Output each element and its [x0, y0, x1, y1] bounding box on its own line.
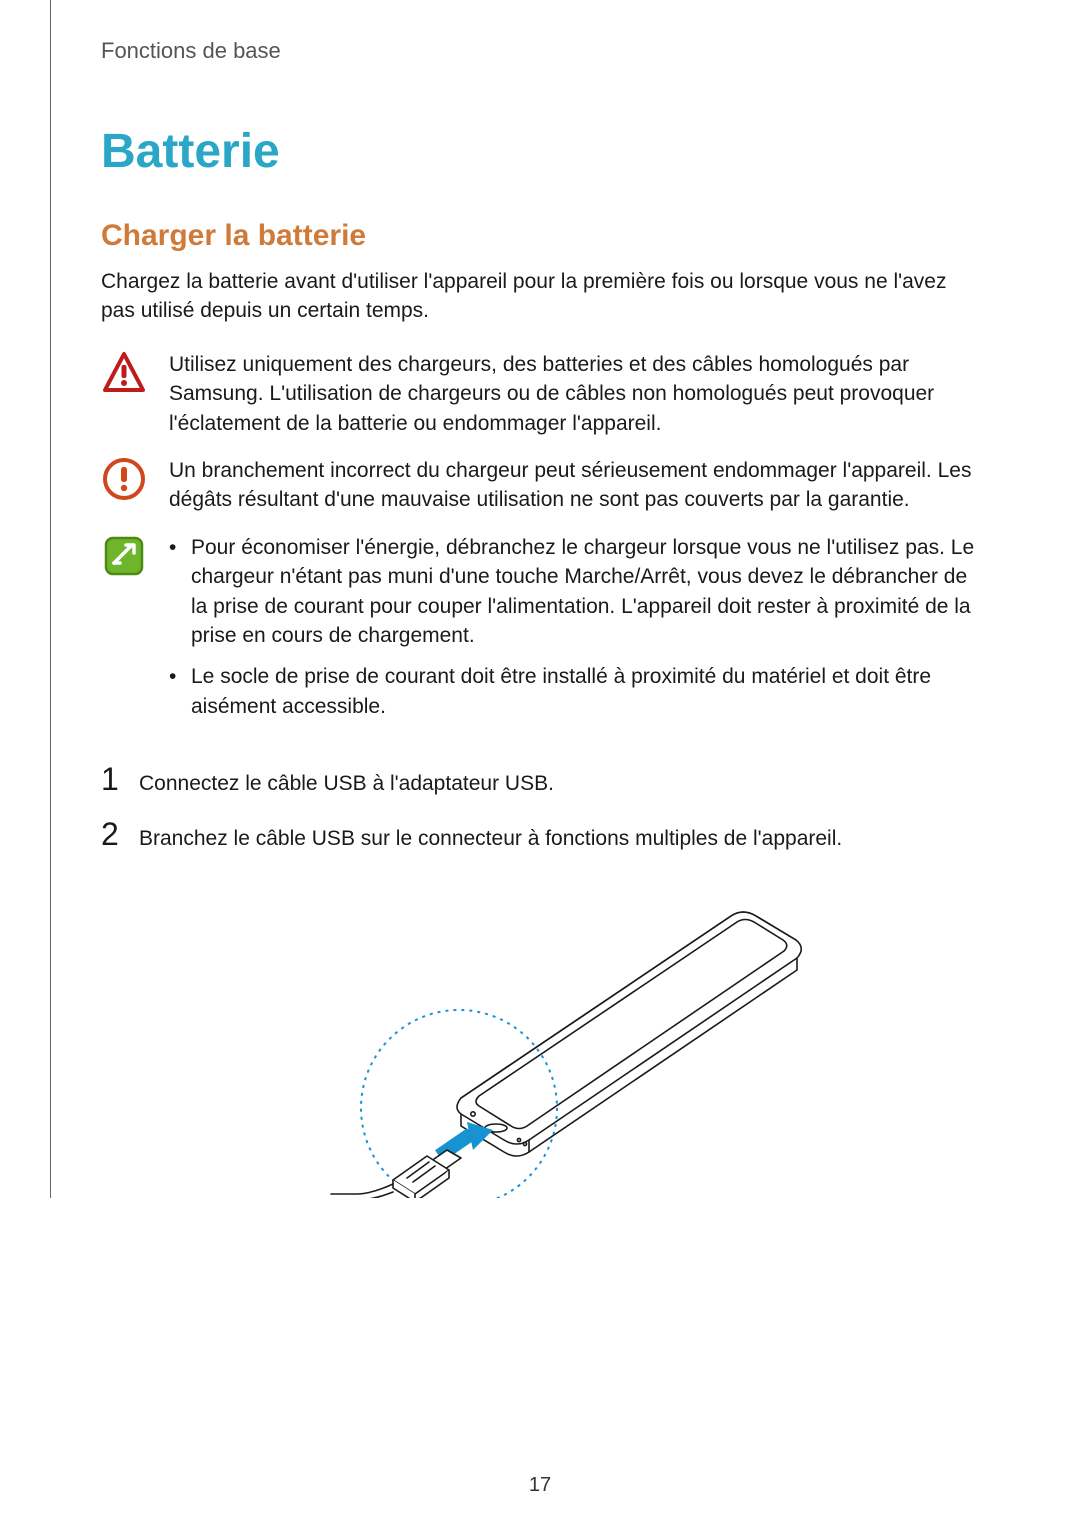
step-item: 2 Branchez le câble USB sur le connecteu… — [101, 818, 980, 853]
warning-note: Utilisez uniquement des chargeurs, des b… — [101, 350, 980, 438]
step-text: Branchez le câble USB sur le connecteur … — [139, 824, 842, 853]
tip-body: Pour économiser l'énergie, débranchez le… — [169, 533, 980, 733]
warning-text: Utilisez uniquement des chargeurs, des b… — [169, 350, 980, 438]
tip-bullet-item: Le socle de prise de courant doit être i… — [169, 662, 980, 721]
steps-list: 1 Connectez le câble USB à l'adaptateur … — [101, 763, 980, 854]
step-number: 1 — [101, 763, 125, 795]
caution-text: Un branchement incorrect du chargeur peu… — [169, 456, 980, 515]
step-item: 1 Connectez le câble USB à l'adaptateur … — [101, 763, 980, 798]
warning-triangle-icon — [101, 350, 147, 396]
intro-paragraph: Chargez la batterie avant d'utiliser l'a… — [101, 267, 980, 326]
caution-note: Un branchement incorrect du chargeur peu… — [101, 456, 980, 515]
tip-bullet-item: Pour économiser l'énergie, débranchez le… — [169, 533, 980, 651]
charging-illustration — [101, 878, 980, 1198]
page-number: 17 — [529, 1474, 551, 1497]
tip-note: Pour économiser l'énergie, débranchez le… — [101, 533, 980, 733]
breadcrumb: Fonctions de base — [101, 38, 980, 64]
page-title: Batterie — [101, 124, 980, 179]
caution-circle-icon — [101, 456, 147, 502]
section-subtitle: Charger la batterie — [101, 219, 980, 253]
step-number: 2 — [101, 818, 125, 850]
tip-note-icon — [101, 533, 147, 579]
page-content: Fonctions de base Batterie Charger la ba… — [50, 0, 1030, 1198]
step-text: Connectez le câble USB à l'adaptateur US… — [139, 769, 554, 798]
tip-bullet-list: Pour économiser l'énergie, débranchez le… — [169, 533, 980, 721]
